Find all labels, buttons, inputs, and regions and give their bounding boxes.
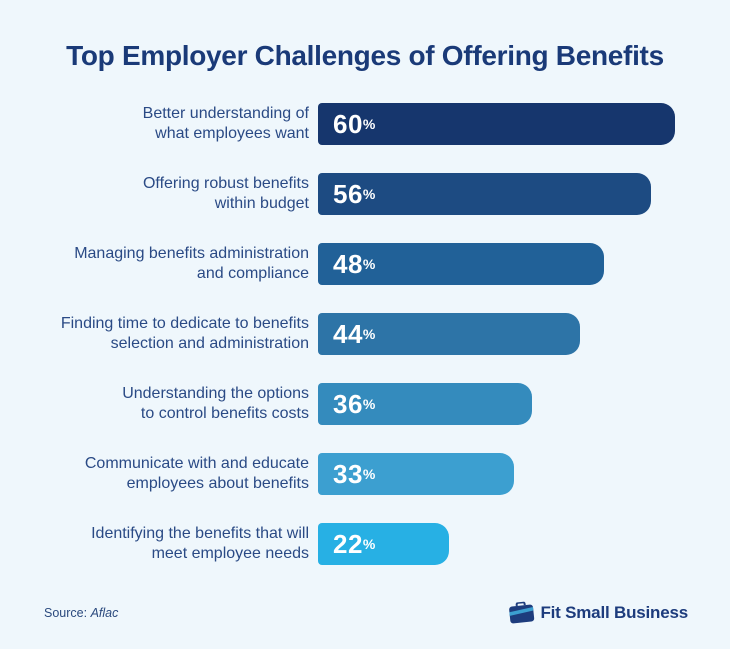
bar-category-label: Understanding the options to control bene… xyxy=(122,385,309,422)
briefcase-icon xyxy=(508,601,535,624)
bar-category-label: Communicate with and educate employees ab… xyxy=(84,455,309,492)
footer: Source: Aflac Fit Small Business xyxy=(44,601,688,624)
bar: 36% xyxy=(318,383,532,425)
bar-track: 56% xyxy=(318,173,690,215)
bar-value: 44 xyxy=(333,318,363,349)
bar: 48% xyxy=(318,243,604,285)
chart-title: Top Employer Challenges of Offering Bene… xyxy=(66,40,664,71)
chart-row: Offering robust benefits within budget 56… xyxy=(44,173,690,215)
chart-row: Understanding the options to control bene… xyxy=(44,383,690,425)
bar-value: 33 xyxy=(333,458,363,489)
chart-row: Finding time to dedicate to benefits sele… xyxy=(44,313,690,355)
source-note: Source: Aflac xyxy=(44,606,118,620)
bar-category-label: Identifying the benefits that will meet e… xyxy=(91,525,309,562)
bar-category-label: Managing benefits administration and comp… xyxy=(74,245,309,282)
chart-row: Managing benefits administration and comp… xyxy=(44,243,690,285)
bar-track: 44% xyxy=(318,313,690,355)
bar-chart: Better understanding of what employees wa… xyxy=(44,103,690,593)
percent-sign: % xyxy=(362,116,376,132)
bar-category-label: Better understanding of what employees wa… xyxy=(142,105,309,142)
bar: 22% xyxy=(318,523,449,565)
chart-row: Better understanding of what employees wa… xyxy=(44,103,690,145)
bar: 33% xyxy=(318,453,514,495)
source-name: Aflac xyxy=(90,605,119,620)
bar: 60% xyxy=(318,103,675,145)
percent-sign: % xyxy=(362,326,376,342)
brand-name: Fit Small Business xyxy=(540,602,688,622)
bar-value: 22 xyxy=(333,528,363,559)
bar-category-label: Finding time to dedicate to benefits sele… xyxy=(60,315,309,352)
bar-value: 36 xyxy=(333,388,363,419)
bar: 56% xyxy=(318,173,651,215)
percent-sign: % xyxy=(362,186,376,202)
bar-value: 56 xyxy=(333,178,363,209)
bar-track: 33% xyxy=(318,453,690,495)
bar: 44% xyxy=(318,313,580,355)
bar-track: 22% xyxy=(318,523,690,565)
bar-category-label: Offering robust benefits within budget xyxy=(142,175,309,212)
bar-value: 60 xyxy=(333,108,363,139)
bar-track: 60% xyxy=(318,103,690,145)
brand-logo: Fit Small Business xyxy=(508,601,688,624)
bar-track: 36% xyxy=(318,383,690,425)
chart-row: Communicate with and educate employees ab… xyxy=(44,453,690,495)
percent-sign: % xyxy=(362,466,376,482)
percent-sign: % xyxy=(362,536,376,552)
bar-value: 48 xyxy=(333,248,363,279)
percent-sign: % xyxy=(362,256,376,272)
percent-sign: % xyxy=(362,396,376,412)
source-prefix: Source: xyxy=(44,605,88,620)
bar-track: 48% xyxy=(318,243,690,285)
chart-row: Identifying the benefits that will meet e… xyxy=(44,523,690,565)
